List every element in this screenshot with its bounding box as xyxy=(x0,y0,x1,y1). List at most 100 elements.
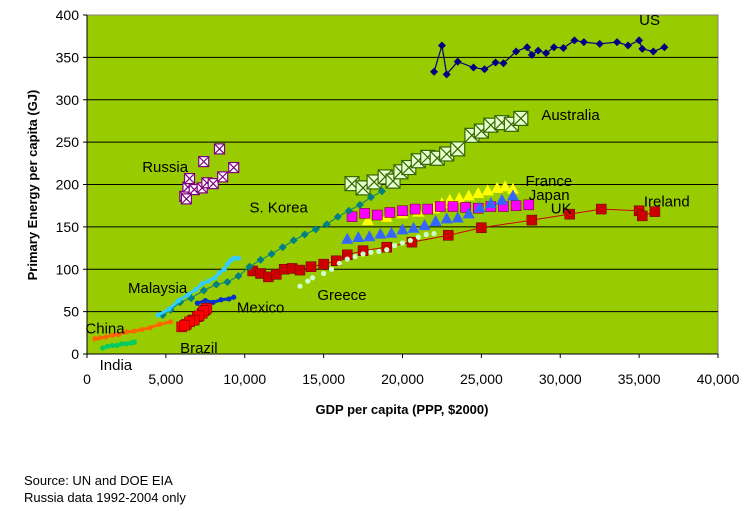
us-point xyxy=(638,44,647,53)
japan-point xyxy=(510,200,522,211)
mexico-point xyxy=(231,294,237,300)
x-tick-label: 20,000 xyxy=(381,371,424,387)
y-tick-label: 0 xyxy=(71,346,79,362)
uk-point xyxy=(341,232,354,244)
australia-point-cross xyxy=(513,110,529,126)
india-point xyxy=(119,341,125,347)
annotation-label: Russia xyxy=(142,159,189,176)
axes: 0 50 100 150 200 250 300 350 400 0 5,000 10,000 15,0… xyxy=(56,7,740,387)
france-point xyxy=(481,184,494,196)
russia-point-cross xyxy=(198,156,210,168)
india-point xyxy=(100,345,106,351)
mexico-point xyxy=(194,300,201,306)
japan-point xyxy=(447,201,459,212)
s-korea-point xyxy=(333,212,342,221)
us-point xyxy=(430,67,439,76)
us-point xyxy=(649,47,658,56)
greece-point xyxy=(305,278,311,284)
s-korea-point xyxy=(311,225,320,234)
greece-point xyxy=(368,249,374,255)
russia-point xyxy=(228,161,240,174)
france-point xyxy=(506,182,519,194)
us-point xyxy=(624,41,633,50)
us-point xyxy=(542,49,551,58)
russia-point-cross xyxy=(228,162,240,173)
japan-point xyxy=(397,205,408,217)
annotation-label: China xyxy=(85,321,125,338)
france-point xyxy=(472,186,485,198)
annotation-label: Japan xyxy=(529,187,570,204)
annotation-label: India xyxy=(100,357,133,374)
s-korea-point xyxy=(366,193,375,202)
malaysia-point xyxy=(221,266,227,272)
us-point xyxy=(523,43,532,52)
australia-point xyxy=(450,141,466,157)
ireland-point xyxy=(318,258,329,270)
malaysia-point xyxy=(166,306,172,312)
s-korea-point xyxy=(377,187,386,196)
russia-point-cross xyxy=(207,178,219,190)
annotation-label: UK xyxy=(551,200,572,217)
greece-point xyxy=(423,231,429,238)
annotation-label: Mexico xyxy=(237,299,285,316)
australia-point xyxy=(513,110,529,126)
series-australia xyxy=(344,110,529,196)
s-korea-point xyxy=(199,286,208,295)
s-korea-point xyxy=(322,220,331,229)
ireland-point xyxy=(305,261,317,272)
france-point xyxy=(453,192,466,204)
greece-point xyxy=(360,251,366,257)
us-point xyxy=(453,57,462,66)
y-tick-label: 50 xyxy=(63,304,79,320)
us-point xyxy=(437,41,446,50)
y-tick-label: 400 xyxy=(56,7,80,23)
china-point xyxy=(109,332,115,338)
greece-point xyxy=(392,242,398,249)
ireland-point xyxy=(564,208,575,220)
uk-point xyxy=(396,223,409,235)
annotation-label: Ireland xyxy=(644,194,690,211)
s-korea-point xyxy=(245,262,254,271)
ireland-point xyxy=(476,222,487,233)
greece-point xyxy=(321,270,327,277)
annotation-label: US xyxy=(639,12,660,29)
us-point xyxy=(469,63,478,72)
greece-point xyxy=(376,248,382,255)
japan-point xyxy=(359,208,370,219)
malaysia-point xyxy=(155,312,161,318)
uk-point xyxy=(429,214,442,226)
india-point xyxy=(104,343,111,349)
ireland-point xyxy=(596,203,607,215)
japan-point xyxy=(422,203,433,215)
france-point xyxy=(462,189,475,201)
us-point xyxy=(660,43,669,52)
series-brazil xyxy=(176,302,213,333)
malaysia-point xyxy=(231,255,237,261)
china-point xyxy=(115,331,122,338)
s-korea-point xyxy=(212,280,221,289)
greece-point xyxy=(352,253,358,260)
greece-point xyxy=(328,266,335,272)
x-tick-label: 35,000 xyxy=(618,371,661,387)
malaysia-point xyxy=(193,286,199,293)
y-tick-label: 200 xyxy=(56,177,80,193)
us-point xyxy=(570,36,579,45)
mexico-point xyxy=(202,298,208,304)
china-point xyxy=(156,321,163,327)
annotation-label: S. Korea xyxy=(249,199,308,216)
malaysia-point xyxy=(224,261,230,267)
russia-note: Russia data 1992-2004 only xyxy=(24,490,186,505)
uk-point xyxy=(440,212,453,224)
china-point xyxy=(139,326,145,333)
annotation-label: Australia xyxy=(541,107,600,124)
ireland-point xyxy=(294,264,306,276)
uk-point xyxy=(418,219,431,231)
uk-point xyxy=(462,207,475,219)
us-point xyxy=(491,58,500,67)
uk-point xyxy=(352,231,365,243)
russia-point xyxy=(198,156,210,168)
greece-point xyxy=(297,283,303,289)
china-point xyxy=(131,328,137,334)
s-korea-point xyxy=(300,230,309,239)
uk-point xyxy=(363,230,376,242)
